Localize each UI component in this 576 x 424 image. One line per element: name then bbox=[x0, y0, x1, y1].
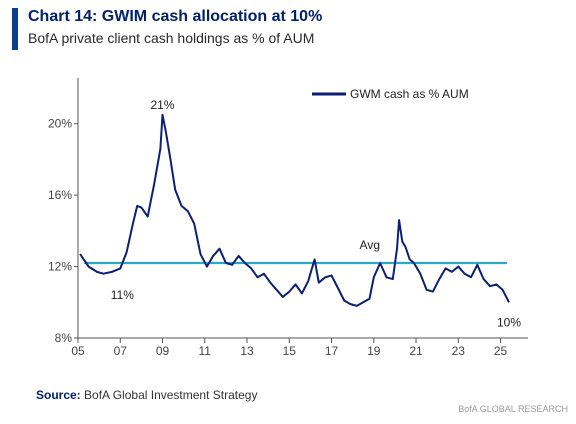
legend: GWM cash as % AUM bbox=[312, 87, 469, 101]
annotation-label: Avg bbox=[360, 238, 380, 252]
y-tick-label: 12% bbox=[48, 260, 72, 274]
x-tick-label: 25 bbox=[494, 344, 508, 358]
y-tick-label: 20% bbox=[48, 117, 72, 131]
source-text: BofA Global Investment Strategy bbox=[84, 388, 258, 402]
x-tick-label: 09 bbox=[156, 344, 170, 358]
x-tick-label: 13 bbox=[240, 344, 254, 358]
x-tick-label: 05 bbox=[71, 344, 85, 358]
footnote: BofA GLOBAL RESEARCH bbox=[458, 404, 568, 414]
x-tick-label: 21 bbox=[409, 344, 423, 358]
y-tick-label: 8% bbox=[55, 331, 73, 345]
x-tick-label: 15 bbox=[283, 344, 297, 358]
chart-subtitle: BofA private client cash holdings as % o… bbox=[28, 30, 315, 46]
chart-title: Chart 14: GWIM cash allocation at 10% bbox=[28, 8, 323, 25]
plot-area: 8% 12% 16% 20% 05 07 09 11 13 15 17 19 21 23 25 21% 11% A… bbox=[48, 78, 528, 358]
x-tick-label: 07 bbox=[114, 344, 128, 358]
source-line: Source: BofA Global Investment Strategy bbox=[36, 388, 257, 402]
x-tick-label: 11 bbox=[199, 344, 212, 358]
annotation-label: 21% bbox=[150, 98, 174, 112]
x-tick-label: 17 bbox=[325, 344, 339, 358]
series-line-gwm-cash bbox=[79, 113, 510, 307]
source-label: Source: bbox=[36, 388, 81, 402]
title-accent-bar bbox=[12, 8, 18, 50]
x-tick-label: 19 bbox=[367, 344, 381, 358]
x-tick-label: 23 bbox=[452, 344, 466, 358]
legend-label: GWM cash as % AUM bbox=[350, 87, 469, 101]
annotation-label: 11% bbox=[111, 288, 134, 302]
annotation-label: 10% bbox=[497, 315, 521, 329]
y-tick-label: 16% bbox=[48, 188, 72, 202]
